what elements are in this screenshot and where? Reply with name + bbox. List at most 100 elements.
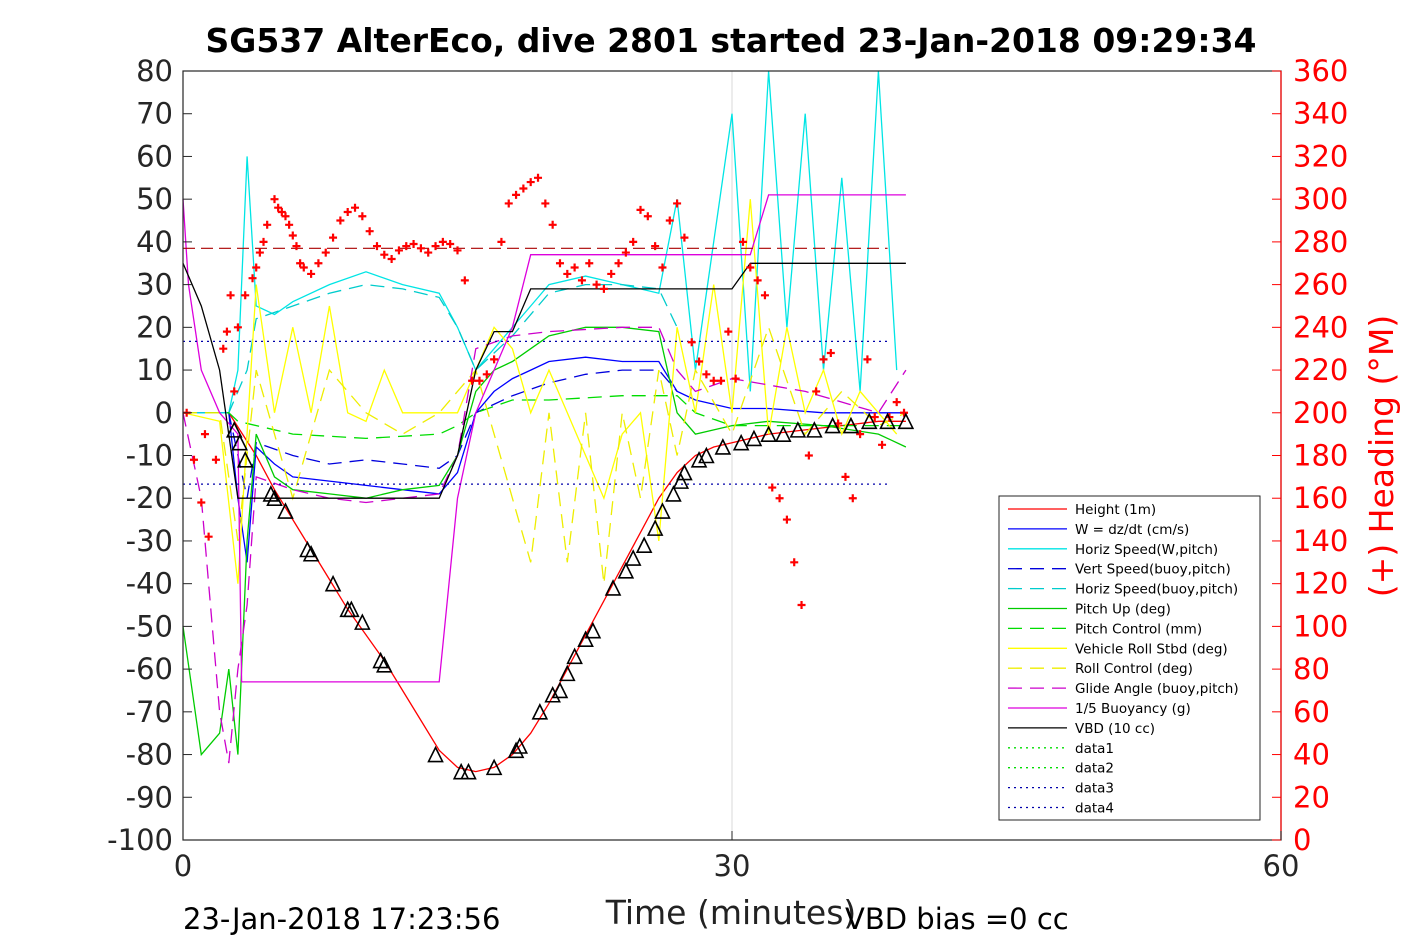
heading-point [343, 207, 352, 216]
heading-point [614, 259, 623, 268]
depth-marker [714, 438, 732, 455]
series-line-2 [183, 70, 898, 414]
depth-marker [774, 425, 792, 442]
heading-point [892, 398, 901, 407]
depth-marker [354, 613, 371, 630]
heading-point [731, 374, 740, 383]
heading-point [665, 216, 674, 225]
y-tick-label: -30 [126, 524, 173, 558]
heading-point [211, 455, 220, 464]
heading-point [482, 370, 491, 379]
heading-point [709, 376, 718, 385]
legend-label: Horiz Speed(buoy,pitch) [1075, 582, 1238, 598]
depth-marker [690, 450, 708, 468]
heading-point [281, 212, 290, 221]
legend-label: Glide Angle (buoy,pitch) [1075, 681, 1239, 697]
depth-marker [897, 412, 915, 430]
depth-marker [842, 416, 860, 434]
heading-point [314, 259, 323, 268]
heading-point [270, 195, 279, 204]
heading-point [702, 370, 711, 379]
legend-label: Vert Speed(buoy,pitch) [1075, 562, 1231, 578]
heading-point [570, 263, 579, 272]
depth-marker [789, 421, 807, 438]
y-tick-label: 80 [136, 54, 173, 88]
y-right-tick-label: 0 [1293, 823, 1311, 857]
heading-point [548, 220, 557, 229]
heading-point [863, 355, 872, 364]
heading-point [585, 259, 594, 268]
heading-point [497, 237, 506, 246]
depth-marker [624, 549, 642, 566]
heading-point [680, 233, 689, 242]
y-right-tick-label: 60 [1293, 695, 1330, 729]
series-line-7 [182, 199, 898, 584]
heading-point [804, 451, 813, 460]
heading-point [468, 376, 477, 385]
heading-point [790, 558, 799, 567]
right-axis-label: (+) Heading (°M) [1362, 315, 1401, 597]
heading-point [841, 472, 850, 481]
depth-marker [460, 762, 477, 780]
heading-point [233, 323, 242, 332]
y-tick-label: -70 [126, 695, 173, 729]
heading-point [753, 276, 762, 285]
heading-point [819, 355, 828, 364]
heading-point [189, 455, 198, 464]
y-tick-label: -100 [107, 823, 173, 857]
depth-marker [584, 621, 602, 639]
heading-point [230, 387, 239, 396]
heading-point [336, 216, 345, 225]
heading-point [380, 250, 389, 259]
heading-point [475, 376, 484, 385]
depth-marker [302, 544, 320, 562]
heading-point [775, 494, 784, 503]
x-axis: 0 30 60 [174, 831, 1299, 883]
legend: Height (1m) W = dz/dt (cm/s) Horiz Speed(W… [998, 495, 1261, 821]
legend-label: Pitch Up (deg) [1075, 602, 1171, 618]
depth-marker [343, 600, 360, 618]
y-right-tick-label: 140 [1293, 524, 1348, 558]
heading-point [812, 387, 821, 396]
heading-point [717, 376, 726, 385]
heading-point [274, 203, 283, 212]
depth-marker [507, 741, 525, 759]
y-right-tick-label: 220 [1293, 353, 1348, 387]
heading-markers [182, 173, 909, 610]
depth-marker [485, 758, 503, 776]
y-tick-label: -50 [126, 609, 173, 643]
heading-point [490, 355, 499, 364]
y-tick-label: -40 [126, 567, 173, 601]
depth-marker [654, 502, 671, 519]
heading-point [519, 184, 528, 193]
y-right-tick-label: 340 [1293, 97, 1348, 131]
heading-point [226, 291, 235, 300]
y-tick-label: 0 [155, 396, 173, 430]
depth-marker [732, 433, 750, 451]
heading-point [629, 237, 638, 246]
heading-point [416, 244, 425, 253]
y-tick-label: 50 [136, 182, 173, 216]
depth-marker [665, 485, 682, 502]
heading-point [643, 212, 652, 221]
y-tick-label: 20 [136, 310, 173, 344]
y-right-tick-label: 280 [1293, 225, 1348, 259]
heading-point [219, 344, 228, 353]
heading-point [563, 269, 572, 278]
heading-point [856, 430, 865, 439]
heading-point [438, 237, 447, 246]
heading-point [746, 263, 755, 272]
y-right-tick-label: 180 [1293, 439, 1348, 473]
heading-point [222, 327, 231, 336]
y-axis-left: 80 70 60 50 40 30 20 10 0 -10 -20 -30 -40 -50 -60 -70 -8… [107, 54, 192, 857]
legend-label: data1 [1075, 741, 1114, 757]
depth-marker [566, 647, 583, 665]
heading-point [687, 338, 696, 347]
legend-label: data4 [1075, 801, 1114, 817]
heading-point [329, 233, 338, 242]
heading-point [204, 532, 213, 541]
heading-point [724, 327, 733, 336]
legend-label: W = dz/dt (cm/s) [1075, 522, 1189, 538]
footer-vbd-bias: VBD bias =0 cc [845, 902, 1069, 936]
y-right-tick-label: 40 [1293, 738, 1330, 772]
